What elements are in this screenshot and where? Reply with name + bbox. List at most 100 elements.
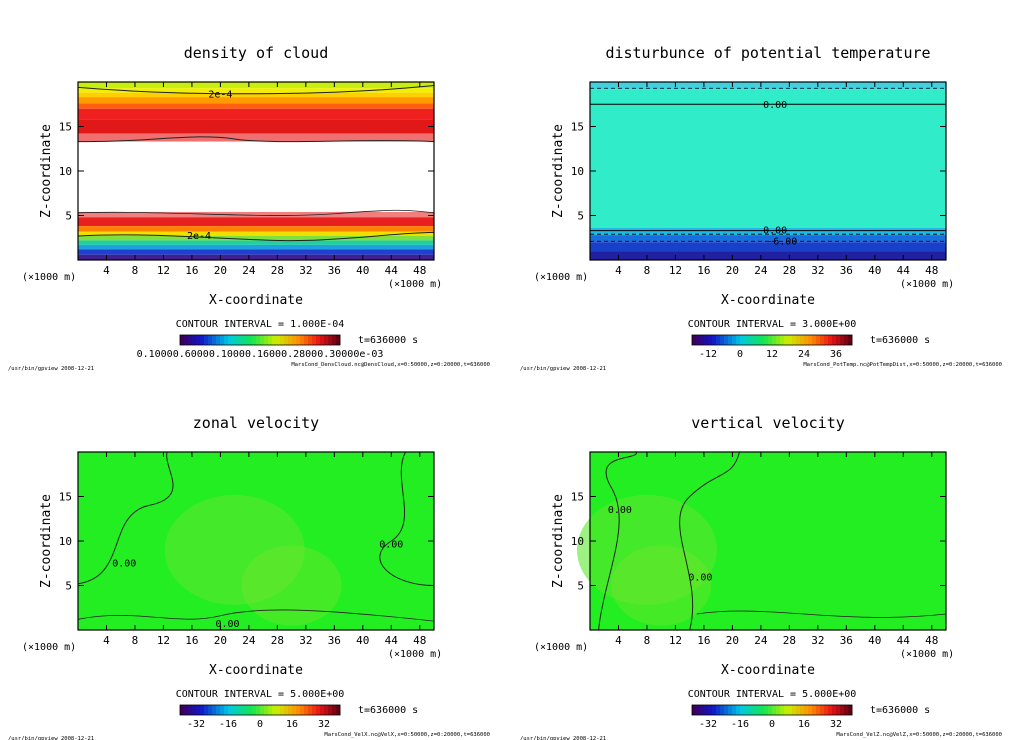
cloud-band	[78, 82, 434, 89]
colorbar-cell	[212, 705, 217, 715]
colorbar-cell	[232, 705, 237, 715]
x-tick-label: 16	[185, 264, 198, 277]
x-tick-label: 40	[356, 264, 369, 277]
cloud-band	[78, 103, 434, 109]
colorbar-cell	[184, 705, 189, 715]
y-tick-label: 5	[577, 210, 584, 223]
cloud-band	[78, 119, 434, 134]
colorbar-cell	[296, 705, 301, 715]
colorbar-cell	[236, 705, 241, 715]
y-tick-label: 10	[59, 535, 72, 548]
footer-path: /usr/bin/gpview 2008-12-21	[8, 366, 94, 372]
colorbar-cell	[788, 705, 793, 715]
contour-line	[679, 451, 741, 631]
colorbar-cell	[268, 335, 273, 345]
colorbar-cell	[804, 705, 809, 715]
cloud-band	[78, 92, 434, 98]
temperature-band	[590, 227, 946, 236]
x-tick-label: 20	[214, 634, 227, 647]
x-tick-label: 4	[615, 634, 622, 647]
contour-line	[598, 451, 637, 631]
x-tick-label: 36	[328, 634, 341, 647]
x-tick-label: 16	[185, 634, 198, 647]
colorbar-cell	[208, 335, 213, 345]
colorbar-cell	[784, 705, 789, 715]
contour-line	[77, 451, 174, 585]
contour-label: 0.00	[608, 505, 632, 516]
colorbar-cell	[720, 705, 725, 715]
colorbar-cell	[332, 705, 337, 715]
colorbar-cell	[236, 335, 241, 345]
colorbar-cell	[732, 335, 737, 345]
cloud-band	[78, 244, 434, 250]
colorbar-cell	[316, 705, 321, 715]
heatmap-field	[77, 451, 435, 630]
colorbar-cell	[196, 335, 201, 345]
colorbar-tick-label: -16	[731, 719, 749, 730]
chart-title: disturbunce of potential temperature	[605, 44, 930, 62]
x-tick-label: 44	[897, 264, 911, 277]
colorbar-cell	[192, 705, 197, 715]
contour-label: 2e-4	[187, 231, 211, 242]
colorbar-cell	[832, 335, 837, 345]
colorbar-cell	[264, 705, 269, 715]
footer-source: MarsCond_DensCloud.nc@DensCloud,x=0:5000…	[291, 362, 490, 368]
colorbar-cell	[740, 335, 745, 345]
colorbar-cell	[300, 335, 305, 345]
colorbar-cell	[292, 335, 297, 345]
colorbar-cell	[748, 335, 753, 345]
x-tick-label: 8	[644, 634, 651, 647]
contour-line	[77, 609, 435, 622]
cloud-band	[78, 88, 434, 93]
colorbar-cell	[336, 335, 341, 345]
colorbar-cell	[848, 335, 853, 345]
colorbar-cell	[308, 705, 313, 715]
x-tick-label: 20	[726, 634, 739, 647]
x-tick-label: 8	[132, 634, 139, 647]
temperature-band	[590, 235, 946, 243]
x-unit-right: (×1000 m)	[900, 279, 954, 290]
x-tick-label: 48	[413, 634, 426, 647]
colorbar-cell	[240, 335, 245, 345]
x-tick-label: 32	[811, 634, 824, 647]
x-axis-label: X-coordinate	[209, 293, 303, 308]
colorbar-cell	[188, 335, 193, 345]
heatmap-field	[590, 82, 946, 260]
colorbar-cell	[248, 335, 253, 345]
colorbar-cell	[180, 335, 185, 345]
chart-title: density of cloud	[184, 44, 329, 62]
y-tick-label: 15	[59, 121, 72, 134]
colorbar-cell	[820, 335, 825, 345]
x-tick-label: 12	[669, 264, 682, 277]
colorbar-cell	[704, 335, 709, 345]
colorbar-cell	[760, 705, 765, 715]
contour-label: 0.00	[112, 558, 136, 569]
colorbar-cell	[792, 705, 797, 715]
colorbar-cell	[300, 705, 305, 715]
colorbar-cell	[320, 335, 325, 345]
contour-label: -6.00	[767, 236, 797, 247]
y-axis-label: Z-coordinate	[551, 124, 566, 218]
colorbar-tick-label: 36	[830, 349, 842, 360]
footer-path: /usr/bin/gpview 2008-12-21	[520, 736, 606, 740]
colorbar-cell	[188, 705, 193, 715]
x-tick-label: 24	[754, 264, 768, 277]
colorbar-cell	[196, 705, 201, 715]
x-tick-label: 36	[840, 264, 853, 277]
colorbar-frame	[691, 704, 853, 716]
colorbar-cell	[216, 335, 221, 345]
velocity-patch	[241, 545, 342, 626]
colorbar-cell	[784, 335, 789, 345]
x-unit-right: (×1000 m)	[900, 649, 954, 660]
colorbar-cell	[312, 335, 317, 345]
colorbar-cell	[760, 335, 765, 345]
colorbar-cell	[244, 705, 249, 715]
x-tick-label: 16	[697, 264, 710, 277]
x-unit-left: (×1000 m)	[534, 642, 588, 653]
colorbar-cell	[696, 705, 701, 715]
colorbar-cell	[220, 705, 225, 715]
colorbar-cell	[728, 335, 733, 345]
colorbar-cell	[828, 705, 833, 715]
